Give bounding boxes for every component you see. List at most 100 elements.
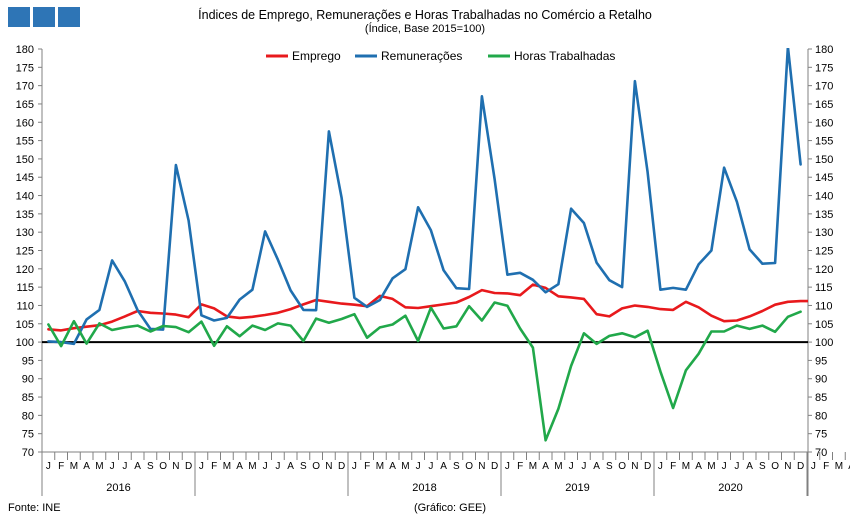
x-month-label: J <box>275 461 280 472</box>
source-note: Fonte: INE <box>8 502 61 514</box>
x-month-label: D <box>797 461 804 472</box>
y-tick-label-left: 160 <box>16 117 34 129</box>
x-year-label: 2020 <box>718 482 742 494</box>
y-tick-label-left: 170 <box>16 81 34 93</box>
x-month-label: J <box>658 461 663 472</box>
x-year-label: 2019 <box>565 482 589 494</box>
chart-subtitle: (Índice, Base 2015=100) <box>364 23 486 35</box>
y-tick-label-left: 155 <box>16 136 34 148</box>
x-month-label: J <box>46 461 51 472</box>
x-month-label: J <box>581 461 586 472</box>
y-tick-label-left: 120 <box>16 264 34 276</box>
x-month-label: J <box>722 461 727 472</box>
x-month-label: A <box>746 461 753 472</box>
x-month-label: A <box>440 461 447 472</box>
y-tick-label-right: 110 <box>815 300 833 312</box>
chart-title: Índices de Emprego, Remunerações e Horas… <box>198 8 652 22</box>
logo-square <box>58 7 80 27</box>
x-month-label: N <box>631 461 638 472</box>
y-tick-label-right: 115 <box>815 282 833 294</box>
x-month-label: J <box>199 461 204 472</box>
x-month-label: N <box>325 461 332 472</box>
y-tick-label-right: 165 <box>815 99 833 111</box>
y-tick-label-left: 145 <box>16 172 34 184</box>
credit-note: (Gráfico: GEE) <box>413 502 487 514</box>
x-year-label: 2018 <box>412 482 436 494</box>
y-tick-label-right: 155 <box>815 136 833 148</box>
x-month-label: M <box>223 461 231 472</box>
x-month-label: O <box>465 461 473 472</box>
y-tick-label-left: 130 <box>16 227 34 239</box>
x-month-label: O <box>618 461 626 472</box>
legend-label: Horas Trabalhadas <box>514 49 615 63</box>
x-month-label: D <box>185 461 192 472</box>
y-tick-label-left: 95 <box>22 355 34 367</box>
x-month-label: F <box>517 461 523 472</box>
x-month-label: D <box>491 461 498 472</box>
y-tick-label-left: 125 <box>16 246 34 258</box>
y-tick-label-left: 110 <box>16 300 34 312</box>
x-month-label: M <box>835 461 843 472</box>
x-month-label: N <box>784 461 791 472</box>
y-tick-label-right: 85 <box>815 392 827 404</box>
series-line-emprego <box>47 283 808 332</box>
y-tick-label-right: 175 <box>815 62 833 74</box>
x-month-label: M <box>682 461 690 472</box>
y-tick-label-left: 80 <box>22 410 34 422</box>
x-month-label: A <box>287 461 294 472</box>
x-month-label: J <box>734 461 739 472</box>
x-month-label: M <box>529 461 537 472</box>
x-month-label: M <box>376 461 384 472</box>
x-month-label: M <box>401 461 409 472</box>
x-month-label: S <box>759 461 766 472</box>
y-tick-label-right: 130 <box>815 227 833 239</box>
x-month-label: J <box>811 461 816 472</box>
y-tick-label-left: 165 <box>16 99 34 111</box>
y-tick-label-left: 100 <box>16 337 34 349</box>
x-month-label: S <box>453 461 460 472</box>
x-month-label: S <box>147 461 154 472</box>
y-tick-label-left: 175 <box>16 62 34 74</box>
x-month-label: A <box>236 461 243 472</box>
y-tick-label-right: 90 <box>815 374 827 386</box>
y-tick-label-right: 70 <box>815 447 827 459</box>
x-month-label: A <box>695 461 702 472</box>
series-line-remunera-es <box>47 48 802 346</box>
y-tick-label-left: 90 <box>22 374 34 386</box>
y-tick-label-right: 105 <box>815 319 833 331</box>
x-month-label: M <box>95 461 103 472</box>
x-year-label: 2016 <box>106 482 130 494</box>
x-month-label: S <box>606 461 613 472</box>
x-month-label: J <box>110 461 115 472</box>
legend-label: Remunerações <box>381 49 462 63</box>
x-month-label: F <box>211 461 217 472</box>
x-month-label: M <box>554 461 562 472</box>
x-month-label: O <box>771 461 779 472</box>
x-month-label: M <box>248 461 256 472</box>
x-month-label: F <box>364 461 370 472</box>
y-tick-label-right: 125 <box>815 246 833 258</box>
y-tick-label-right: 160 <box>815 117 833 129</box>
y-tick-label-right: 75 <box>815 429 827 441</box>
x-month-label: A <box>134 461 141 472</box>
x-month-label: O <box>159 461 167 472</box>
y-tick-label-right: 150 <box>815 154 833 166</box>
y-tick-label-left: 135 <box>16 209 34 221</box>
x-month-label: J <box>569 461 574 472</box>
x-month-label: A <box>848 461 850 472</box>
y-tick-label-left: 105 <box>16 319 34 331</box>
legend-label: Emprego <box>292 49 341 63</box>
x-month-label: J <box>352 461 357 472</box>
y-tick-label-right: 140 <box>815 191 833 203</box>
y-tick-label-right: 145 <box>815 172 833 184</box>
x-month-label: J <box>428 461 433 472</box>
x-month-label: J <box>505 461 510 472</box>
y-tick-label-left: 150 <box>16 154 34 166</box>
x-month-label: J <box>122 461 127 472</box>
x-month-label: A <box>389 461 396 472</box>
x-month-label: D <box>338 461 345 472</box>
logo-square <box>33 7 55 27</box>
y-tick-label-right: 135 <box>815 209 833 221</box>
x-month-label: F <box>58 461 64 472</box>
